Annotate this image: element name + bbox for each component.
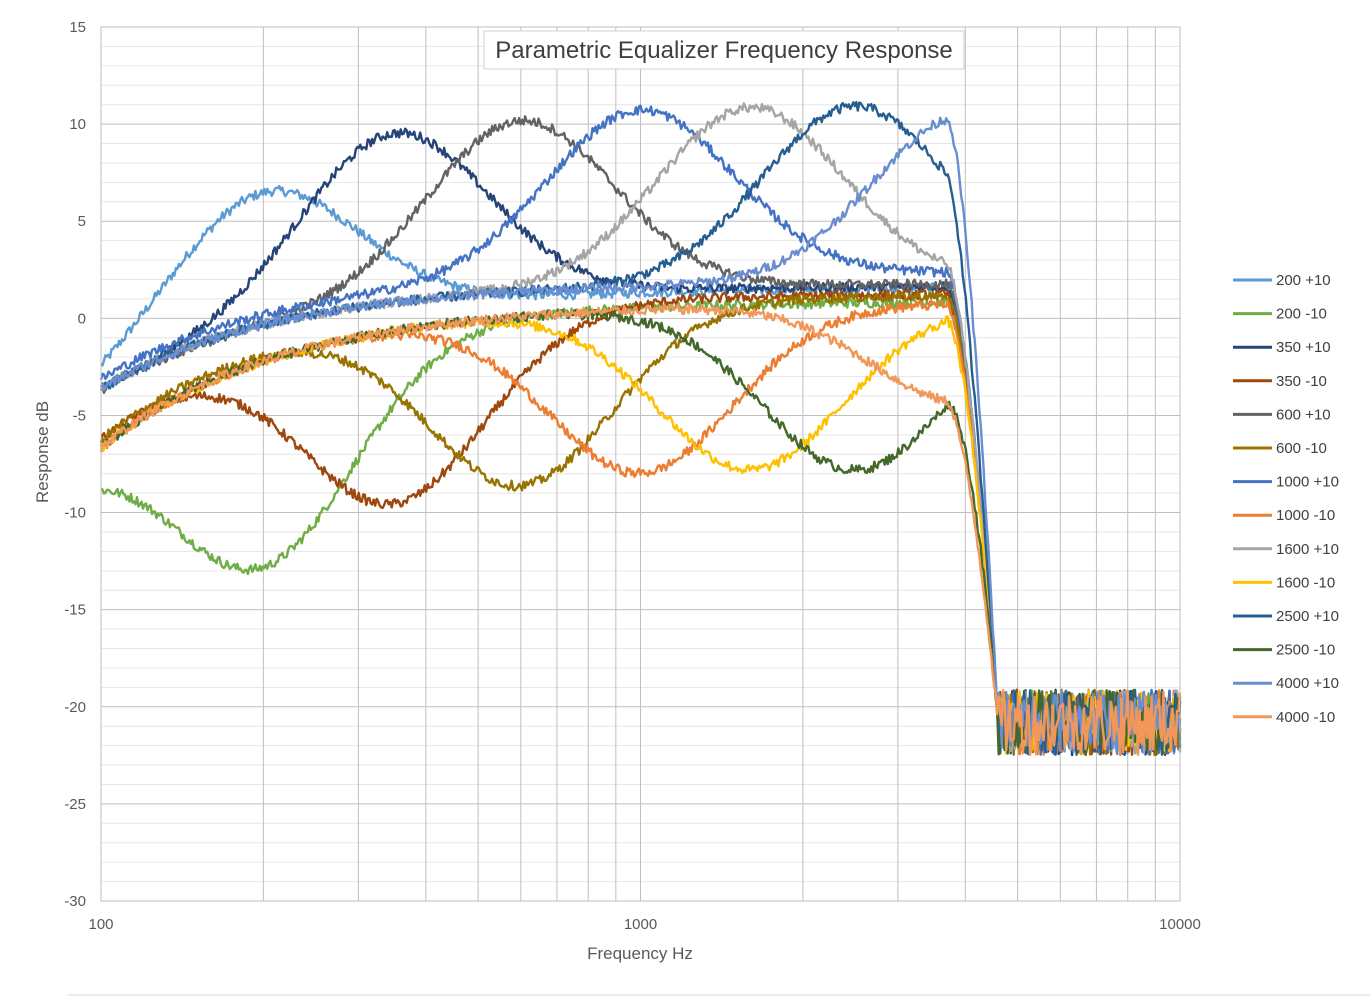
legend-item: 4000 -10 — [1233, 709, 1335, 726]
x-axis-title: Frequency Hz — [587, 944, 693, 963]
y-tick-label: -10 — [64, 505, 86, 522]
x-tick-label: 10000 — [1159, 916, 1201, 933]
legend-item: 600 -10 — [1233, 440, 1327, 457]
legend-item: 600 +10 — [1233, 406, 1331, 423]
legend-label: 1600 -10 — [1276, 574, 1335, 591]
chart-title: Parametric Equalizer Frequency Response — [495, 37, 953, 64]
legend-label: 350 -10 — [1276, 373, 1327, 390]
legend-label: 600 -10 — [1276, 440, 1327, 457]
legend-label: 200 -10 — [1276, 306, 1327, 323]
series-line — [99, 303, 1182, 757]
legend-item: 200 +10 — [1233, 272, 1331, 289]
y-tick-label: 5 — [78, 213, 86, 230]
chart-title-box: Parametric Equalizer Frequency Response — [483, 30, 965, 70]
legend-label: 200 +10 — [1276, 272, 1331, 289]
legend-label: 2500 -10 — [1276, 642, 1335, 659]
legend-item: 2500 -10 — [1233, 642, 1335, 659]
legend-item: 350 -10 — [1233, 373, 1327, 390]
y-tick-label: -30 — [64, 893, 86, 910]
x-tick-label: 1000 — [624, 916, 657, 933]
legend-item: 1000 -10 — [1233, 507, 1335, 524]
legend-label: 1600 +10 — [1276, 541, 1339, 558]
y-axis-title: Response dB — [33, 401, 52, 503]
plot-lines — [99, 100, 1182, 757]
series-line — [99, 288, 1182, 756]
legend-label: 2500 +10 — [1276, 608, 1339, 625]
legend-label: 1000 -10 — [1276, 507, 1335, 524]
legend-label: 350 +10 — [1276, 339, 1331, 356]
plot-area-border — [100, 26, 1181, 902]
legend-item: 350 +10 — [1233, 339, 1331, 356]
y-tick-label: 15 — [69, 19, 86, 36]
legend-label: 1000 +10 — [1276, 474, 1339, 491]
legend-label: 4000 -10 — [1276, 709, 1335, 726]
x-tick-label: 100 — [88, 916, 113, 933]
y-tick-label: 0 — [78, 310, 86, 327]
legend-item: 4000 +10 — [1233, 675, 1339, 692]
y-tick-label: -15 — [64, 602, 86, 619]
y-axis-tick-labels: 15 10 5 0 -5 -10 -15 -20 -25 -30 — [64, 19, 86, 910]
x-axis-tick-labels: 100 1000 10000 — [88, 916, 1200, 933]
legend-item: 2500 +10 — [1233, 608, 1339, 625]
y-tick-label: -25 — [64, 796, 86, 813]
y-tick-label: -5 — [73, 407, 86, 424]
legend-item: 1600 +10 — [1233, 541, 1339, 558]
legend-item: 1000 +10 — [1233, 474, 1339, 491]
legend-item: 200 -10 — [1233, 306, 1327, 323]
y-tick-label: -20 — [64, 699, 86, 716]
legend-label: 4000 +10 — [1276, 675, 1339, 692]
y-tick-label: 10 — [69, 116, 86, 133]
legend-label: 600 +10 — [1276, 406, 1331, 423]
legend: 200 +10 200 -10 350 +10 350 -10 600 +10 600 -… — [1233, 272, 1339, 726]
legend-item: 1600 -10 — [1233, 574, 1335, 591]
